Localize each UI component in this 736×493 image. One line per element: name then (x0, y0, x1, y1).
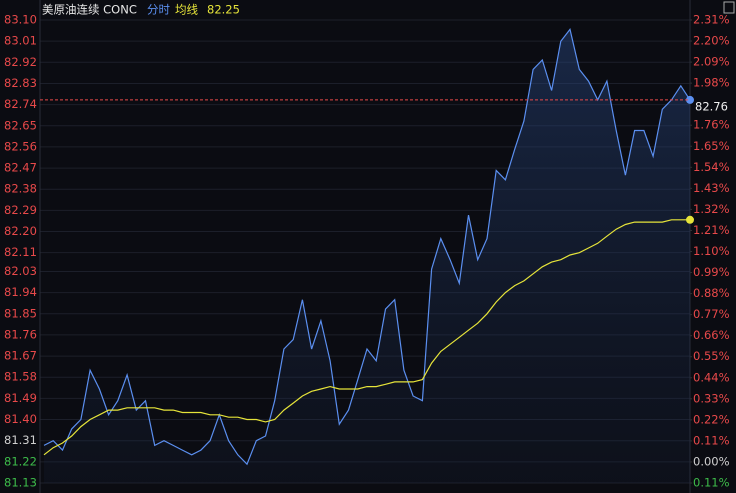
y2-tick-label: 0.66% (693, 328, 730, 342)
legend-entry: 均线 (175, 3, 198, 17)
y-tick-label: 82.92 (4, 55, 37, 69)
y2-tick-label: 1.32% (693, 202, 730, 216)
y2-tick-label: 0.33% (693, 391, 730, 405)
y-tick-label: 81.13 (4, 476, 37, 490)
y-tick-label: 82.47 (4, 161, 37, 175)
y-tick-label: 82.11 (4, 245, 37, 259)
y-tick-label: 82.65 (4, 118, 37, 132)
y-tick-label: 81.40 (4, 412, 37, 426)
y2-tick-label: 1.10% (693, 244, 730, 258)
y2-tick-label: 0.55% (693, 349, 730, 363)
y2-tick-label: 1.76% (693, 118, 730, 132)
y2-tick-label: 0.77% (693, 307, 730, 321)
y-tick-label: 81.85 (4, 306, 37, 320)
y2-tick-label: 0.00% (693, 454, 730, 468)
y2-tick-label: 0.44% (693, 370, 730, 384)
legend-entry: 分时 (147, 3, 170, 17)
price-line (43, 28, 691, 466)
y-tick-label: 81.22 (4, 454, 37, 468)
y2-tick-label: 1.54% (693, 160, 730, 174)
y2-tick-label: 0.88% (693, 286, 730, 300)
y-tick-label: 81.67 (4, 349, 37, 363)
y2-tick-label: 0.11% (693, 433, 730, 447)
y-tick-label: 83.01 (4, 34, 37, 48)
y2-tick-label: 0.11% (693, 476, 730, 490)
y2-tick-label: 2.20% (693, 34, 730, 48)
menu-icon[interactable] (723, 1, 735, 14)
y-tick-label: 82.56 (4, 139, 37, 153)
y-tick-label: 81.58 (4, 370, 37, 384)
average-line (43, 219, 690, 456)
price-area (44, 29, 690, 484)
y2-tick-label: 1.21% (693, 223, 730, 237)
y2-tick-label: 0.22% (693, 412, 730, 426)
y2-tick-label: 1.98% (693, 76, 730, 90)
chart-title: 美原油连续 CONC (42, 3, 137, 17)
y-tick-label: 81.76 (4, 327, 37, 341)
y2-tick-label: 1.65% (693, 139, 730, 153)
average-value: 82.25 (207, 3, 240, 17)
y-tick-label: 82.20 (4, 224, 37, 238)
last-point (686, 215, 694, 224)
y-tick-label: 81.49 (4, 391, 37, 405)
y-tick-label: 82.03 (4, 264, 37, 278)
y2-tick-label: 2.09% (693, 55, 730, 69)
last-price-label: 82.76 (695, 99, 728, 113)
y-tick-label: 82.83 (4, 76, 37, 90)
y-tick-label: 82.74 (4, 97, 37, 111)
last-point (686, 95, 694, 104)
y-tick-label: 83.10 (4, 13, 37, 27)
y-tick-label: 82.29 (4, 203, 37, 217)
y2-tick-label: 0.99% (693, 265, 730, 279)
y-tick-label: 81.94 (4, 285, 37, 299)
y-tick-label: 82.38 (4, 182, 37, 196)
y2-tick-label: 1.43% (693, 181, 730, 195)
y2-tick-label: 2.31% (693, 13, 730, 27)
y-tick-label: 81.31 (4, 433, 37, 447)
